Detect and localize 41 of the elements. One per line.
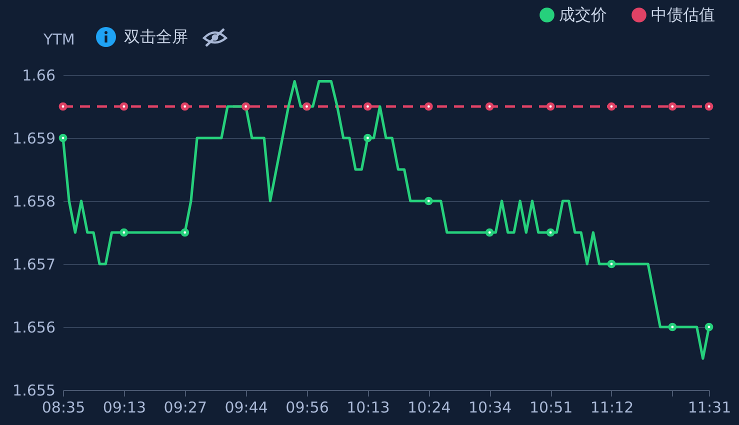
y-tick-label: 1.657 <box>12 256 56 274</box>
x-tick-label: 09:44 <box>224 398 268 416</box>
x-tick-label: 10:24 <box>408 398 451 416</box>
point <box>424 196 433 206</box>
point <box>58 134 68 142</box>
x-tick-label: 10:13 <box>346 398 390 416</box>
point <box>485 102 494 111</box>
point <box>607 260 616 268</box>
y-axis-title: YTM <box>42 30 75 48</box>
point <box>364 134 372 142</box>
point <box>668 322 677 332</box>
x-tick-label: 10:51 <box>529 398 573 416</box>
point <box>607 102 616 111</box>
point <box>546 228 555 237</box>
y-tick-label: 1.658 <box>12 192 56 210</box>
x-tick-label: 08:35 <box>42 398 86 416</box>
y-tick-label: 1.655 <box>12 382 56 400</box>
point <box>546 102 555 111</box>
text: 双击全屏 <box>124 26 188 48</box>
point <box>120 228 128 237</box>
x-tick-label: 11:31 <box>688 398 732 416</box>
point <box>364 102 372 111</box>
point <box>180 228 190 237</box>
y-tick-label: 1.66 <box>22 66 56 84</box>
point <box>668 102 677 111</box>
point <box>120 102 128 111</box>
point <box>704 322 714 332</box>
point <box>58 102 68 111</box>
point <box>180 102 190 111</box>
point <box>424 102 433 111</box>
x-tick-label: 10:34 <box>468 398 512 416</box>
legend-label: 中债估值 <box>651 5 715 24</box>
x-tick-label: 09:13 <box>102 398 146 416</box>
x-tick-label: 11:12 <box>590 398 634 416</box>
y-tick-label: 1.659 <box>12 130 56 148</box>
x-tick-label: 09:27 <box>164 398 208 416</box>
y-tick-label: 1.656 <box>12 318 56 336</box>
x-tick-label: 09:56 <box>286 398 329 416</box>
point <box>704 102 714 111</box>
legend-label: 成交价 <box>559 5 607 24</box>
point <box>485 228 494 237</box>
